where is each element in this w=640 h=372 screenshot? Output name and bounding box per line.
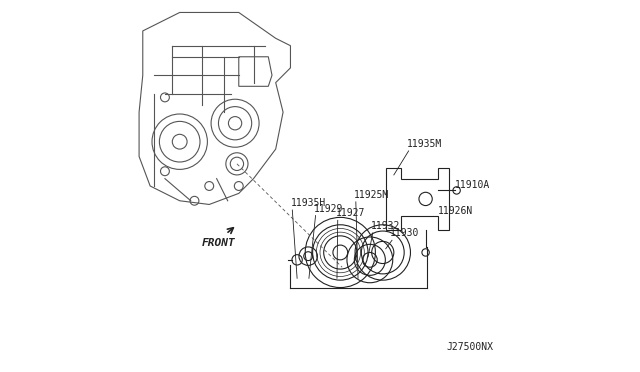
Text: 11935M: 11935M [407,139,442,149]
Text: 11929: 11929 [314,204,343,214]
Text: FRONT: FRONT [202,238,236,248]
Text: 11925M: 11925M [354,190,389,200]
Text: 11935H: 11935H [291,198,326,208]
Text: 11930: 11930 [390,228,420,238]
Text: 11932: 11932 [371,221,401,231]
Text: 11926N: 11926N [437,206,473,216]
Text: J27500NX: J27500NX [447,342,493,352]
Text: 11910A: 11910A [455,180,490,190]
Text: 11927: 11927 [336,208,365,218]
